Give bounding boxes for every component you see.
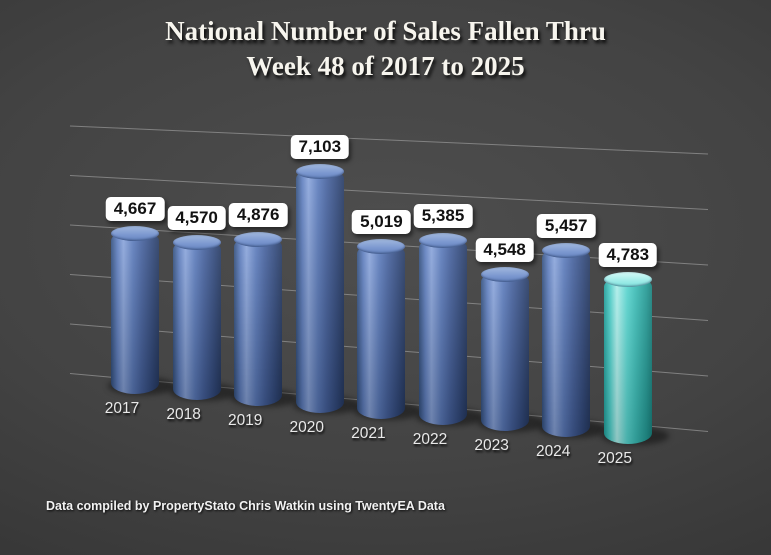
bar-shadow-2025 — [600, 426, 669, 445]
bar-body-2025 — [603, 275, 652, 444]
bar-body-2017 — [111, 230, 159, 394]
value-label-2022: 5,385 — [413, 204, 473, 229]
year-label-2019: 2019 — [227, 412, 263, 430]
bar-shadow-2019 — [231, 389, 300, 408]
bar-body-2020 — [295, 167, 344, 413]
chart-title: National Number of Sales Fallen Thru Wee… — [0, 14, 771, 84]
bar-top-2024 — [542, 243, 591, 259]
bar-top-2023 — [480, 267, 529, 283]
bar-shadow-2024 — [539, 420, 608, 439]
bar-body-2024 — [542, 247, 591, 438]
bar-top-2018 — [172, 235, 221, 251]
bar-body-2023 — [480, 271, 529, 432]
value-label-2025: 4,783 — [598, 242, 658, 267]
chart-title-line1: National Number of Sales Fallen Thru — [165, 16, 606, 46]
bar-body-2019 — [234, 235, 283, 407]
year-label-2023: 2023 — [474, 437, 509, 455]
value-label-2020: 7,103 — [290, 134, 350, 159]
bar-top-2019 — [234, 231, 283, 247]
year-label-2021: 2021 — [351, 424, 386, 442]
bar-top-2021 — [357, 239, 406, 255]
year-label-2017: 2017 — [104, 400, 140, 417]
value-label-2024: 5,457 — [536, 214, 596, 239]
bar-shadow-2023 — [477, 414, 546, 433]
value-label-2021: 5,019 — [352, 210, 411, 235]
bar-shadow-2020 — [292, 395, 361, 414]
bar-shadow-2022 — [416, 408, 484, 426]
year-label-2025: 2025 — [597, 449, 633, 467]
bar-top-2022 — [419, 233, 467, 249]
bar-body-2021 — [357, 243, 406, 419]
bar-top-2020 — [295, 163, 344, 179]
value-label-2019: 4,876 — [228, 202, 288, 227]
data-credit: Data compiled by PropertyStato Chris Wat… — [46, 499, 445, 513]
bar-shadow-2018 — [169, 383, 238, 402]
value-label-2017: 4,667 — [105, 197, 165, 222]
bar-top-2017 — [111, 226, 159, 242]
bar-body-2022 — [419, 237, 467, 425]
bar-shadow-2017 — [108, 377, 176, 395]
value-label-2018: 4,570 — [167, 206, 226, 231]
value-label-2023: 4,548 — [475, 238, 534, 263]
bar-top-2025 — [603, 271, 652, 287]
bar-body-2018 — [172, 239, 221, 401]
chart-title-line2: Week 48 of 2017 to 2025 — [246, 51, 525, 82]
bar-shadow-2021 — [354, 401, 423, 420]
year-label-2022: 2022 — [412, 431, 448, 448]
year-label-2020: 2020 — [289, 418, 325, 436]
year-label-2018: 2018 — [166, 406, 201, 424]
year-label-2024: 2024 — [535, 443, 571, 461]
